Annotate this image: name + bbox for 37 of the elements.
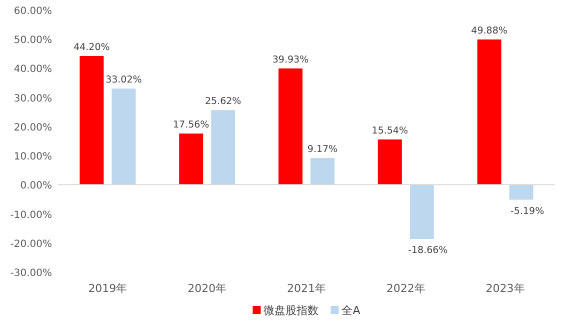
bar [410, 184, 434, 239]
y-tick-label: 40.00% [14, 64, 52, 76]
bar [112, 88, 136, 185]
data-label: 15.54% [372, 125, 408, 136]
bar [211, 110, 236, 185]
y-tick-label: 10.00% [14, 152, 52, 163]
bar [80, 56, 104, 185]
data-label: 9.17% [307, 144, 338, 155]
data-label: 39.93% [272, 54, 309, 66]
y-tick-label: -10.00% [10, 210, 52, 221]
y-tick-label: 30.00% [14, 93, 52, 104]
data-label: -5.19% [510, 206, 544, 217]
data-label: 33.02% [106, 74, 142, 86]
x-tick-label: 2019年 [88, 282, 128, 295]
data-label: 25.62% [204, 96, 242, 108]
y-tick-label: 20.00% [14, 122, 52, 134]
y-tick-label: 0.00% [20, 180, 52, 192]
bar [509, 184, 534, 200]
x-tick-label: 2021年 [287, 282, 326, 295]
bar [378, 139, 402, 185]
data-label: 44.20% [74, 42, 110, 53]
x-tick-label: 2020年 [188, 282, 227, 295]
legend-label: 微盘股指数 [264, 304, 319, 317]
data-label: -18.66% [408, 244, 448, 256]
bar [179, 134, 204, 185]
y-tick-label: -30.00% [10, 268, 52, 279]
x-tick-label: 2022年 [386, 282, 426, 295]
y-tick-label: -20.00% [10, 238, 52, 250]
y-tick-label: 50.00% [14, 35, 52, 46]
data-label: 17.56% [172, 120, 210, 131]
data-label: 49.88% [471, 25, 508, 36]
y-tick-label: 60.00% [14, 6, 52, 17]
legend-label: 全A [342, 304, 361, 317]
bar [310, 158, 334, 185]
bar [278, 68, 302, 185]
x-tick-label: 2023年 [486, 282, 525, 295]
bar [477, 39, 502, 185]
